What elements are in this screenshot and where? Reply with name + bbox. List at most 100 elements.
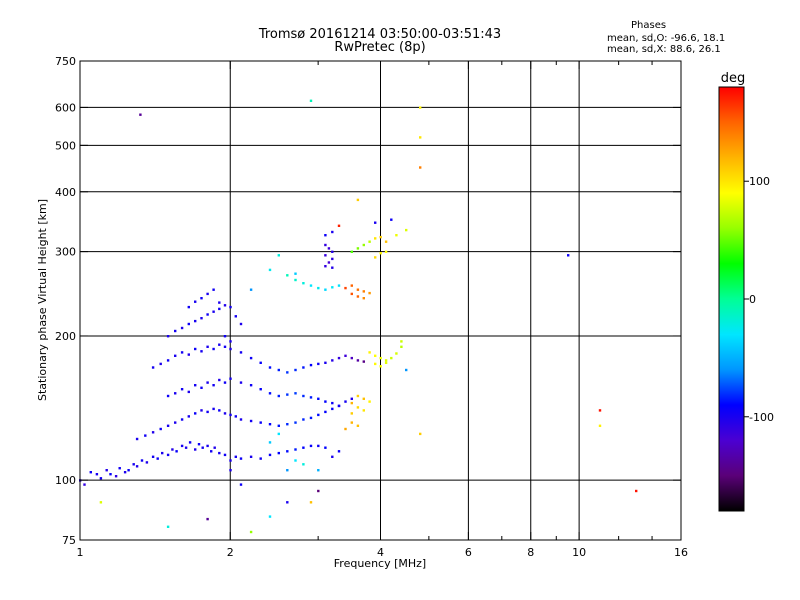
data-point: [419, 106, 422, 109]
data-point: [174, 392, 177, 395]
y-tick-label: 600: [55, 101, 76, 114]
data-point: [309, 416, 313, 420]
data-point: [144, 434, 147, 437]
phases-heading: Phases: [631, 20, 667, 31]
data-point: [105, 469, 108, 472]
data-point: [286, 274, 289, 277]
data-point: [268, 268, 272, 272]
data-point: [180, 444, 184, 448]
data-point: [362, 297, 365, 300]
data-point: [395, 234, 398, 237]
data-point: [309, 363, 313, 367]
data-point: [194, 384, 197, 387]
data-point: [309, 99, 313, 102]
data-point: [344, 354, 347, 357]
data-point: [317, 413, 320, 417]
data-point: [362, 243, 365, 247]
data-point: [356, 359, 360, 362]
data-point: [223, 412, 227, 415]
data-point: [223, 381, 227, 384]
data-point: [331, 266, 334, 269]
data-point: [166, 453, 170, 457]
data-point: [200, 297, 203, 300]
data-point: [356, 295, 360, 298]
data-point: [317, 397, 320, 400]
data-point: [234, 415, 237, 418]
data-point: [239, 483, 243, 486]
data-point: [302, 446, 305, 449]
data-point: [286, 450, 289, 453]
data-point: [374, 354, 377, 357]
data-point: [213, 446, 216, 449]
y-tick-label: 300: [55, 246, 76, 259]
data-point: [194, 319, 197, 323]
data-point: [249, 419, 253, 423]
data-point: [379, 365, 382, 368]
data-point: [598, 424, 602, 427]
data-point: [294, 368, 297, 372]
data-point: [180, 326, 184, 330]
data-point: [212, 347, 215, 351]
data-point: [384, 361, 388, 364]
data-point: [234, 315, 237, 318]
data-point: [187, 415, 190, 418]
data-point: [229, 340, 232, 343]
data-point: [249, 384, 253, 387]
data-point: [374, 256, 377, 259]
data-point: [294, 278, 297, 282]
data-point: [212, 310, 215, 313]
data-point: [166, 359, 170, 362]
data-point: [309, 396, 313, 399]
data-point: [419, 136, 422, 139]
data-point: [331, 407, 334, 411]
data-point: [405, 368, 408, 372]
data-point: [286, 393, 289, 396]
data-point: [384, 240, 388, 243]
axes: 1 2 4 6 8 10 16 75 100 200 300 400 500 600 750: [55, 55, 688, 559]
data-point: [337, 284, 341, 287]
data-point: [384, 250, 388, 253]
data-point: [151, 455, 155, 458]
data-point: [331, 257, 334, 261]
data-point: [277, 424, 280, 427]
data-point: [223, 345, 227, 348]
data-point: [206, 410, 209, 414]
data-point: [350, 401, 353, 405]
data-points: [79, 99, 638, 534]
data-point: [379, 252, 382, 255]
data-point: [187, 390, 190, 394]
data-point: [218, 301, 221, 304]
data-point: [114, 475, 118, 478]
data-point: [277, 432, 280, 436]
data-point: [175, 450, 178, 453]
data-point: [229, 305, 232, 309]
data-point: [277, 254, 280, 257]
data-point: [229, 347, 232, 351]
data-point: [302, 394, 305, 398]
data-point: [218, 378, 221, 382]
data-point: [324, 361, 327, 364]
data-point: [206, 381, 209, 384]
phases-x-mode-stats: mean, sd,X: 88.6, 26.1: [607, 44, 721, 55]
data-point: [268, 366, 272, 369]
data-point: [302, 282, 305, 285]
data-point: [379, 356, 382, 360]
data-point: [294, 448, 297, 451]
data-point: [159, 427, 162, 431]
data-point: [184, 446, 188, 449]
data-point: [337, 450, 341, 453]
data-point: [379, 235, 382, 239]
y-tick-label: 500: [55, 139, 76, 152]
colorbar-ticks: 100 0 -100: [744, 175, 774, 424]
data-point: [324, 446, 327, 449]
data-point: [206, 292, 209, 296]
data-point: [109, 473, 112, 476]
data-point: [212, 384, 215, 387]
data-point: [356, 288, 360, 291]
data-point: [294, 421, 297, 424]
data-point: [350, 292, 353, 296]
data-point: [229, 469, 232, 472]
data-point: [268, 441, 272, 444]
data-point: [229, 377, 232, 380]
x-tick-label: 16: [674, 546, 688, 559]
